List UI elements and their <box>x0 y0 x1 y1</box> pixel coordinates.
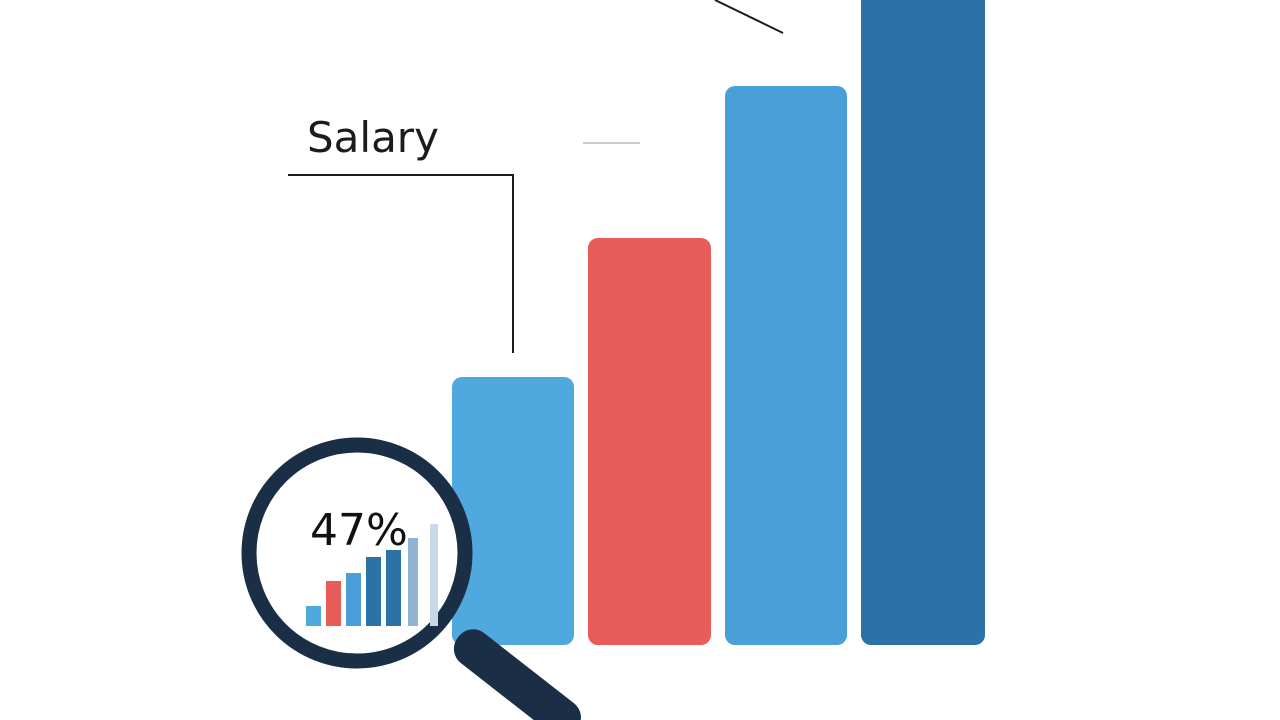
magnifier: 47% <box>241 437 581 720</box>
title: Salary <box>307 113 439 162</box>
mini-bar <box>366 557 381 626</box>
bar <box>452 377 574 645</box>
bar <box>861 0 985 645</box>
callout-line <box>288 174 514 353</box>
mini-bar <box>430 524 438 626</box>
bar <box>588 238 711 645</box>
bar <box>725 86 847 645</box>
mini-bar <box>326 581 341 626</box>
mini-bar <box>386 550 401 626</box>
mini-bar <box>346 573 361 626</box>
pointer-line <box>714 0 784 34</box>
mini-bar <box>306 606 321 626</box>
magnifier-handle <box>453 629 581 720</box>
mini-bar <box>408 538 418 626</box>
magnifier-label: 47% <box>310 505 408 556</box>
